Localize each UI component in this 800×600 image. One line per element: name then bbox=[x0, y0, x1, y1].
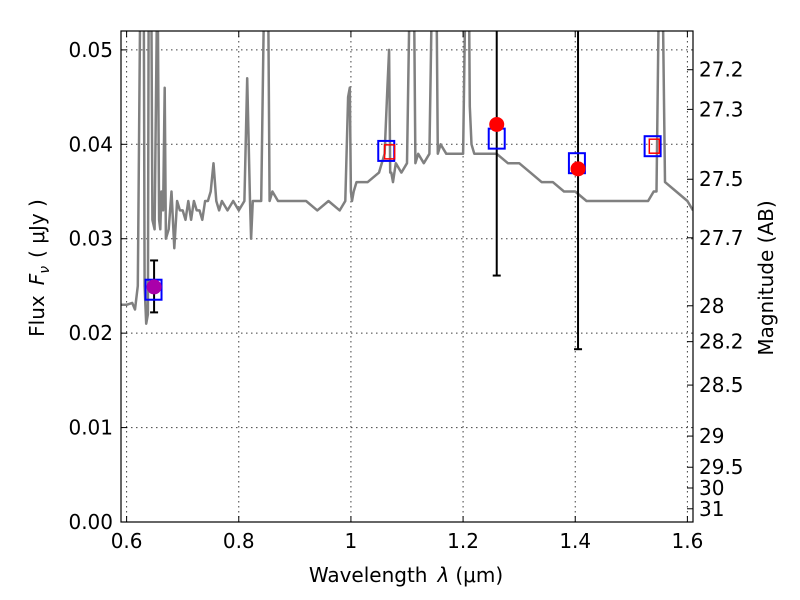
x-axis-label: Wavelength λ (μm) bbox=[309, 563, 503, 587]
synthetic-inner-marker bbox=[383, 144, 396, 160]
x-tick-label: 1.4 bbox=[559, 529, 591, 553]
model-sed-layer bbox=[121, 31, 693, 325]
model-sed-line bbox=[121, 31, 693, 325]
observed-photometry-point bbox=[146, 279, 162, 295]
y-tick-label: 0.04 bbox=[68, 132, 113, 156]
x-tick-label: 1.2 bbox=[447, 529, 479, 553]
y-tick-label: 0.03 bbox=[68, 227, 113, 251]
y2-tick-label: 29 bbox=[699, 424, 724, 448]
y-axis-ticks: 0.00 0.01 0.02 0.03 0.04 0.05 bbox=[68, 38, 127, 534]
plot-frame bbox=[120, 30, 694, 523]
y2-tick-label: 27.5 bbox=[699, 167, 744, 191]
y2-tick-label: 30 bbox=[699, 476, 724, 500]
y-axis-label: FluxFν( μJy ) bbox=[25, 199, 53, 337]
y-tick-label: 0.02 bbox=[68, 321, 113, 345]
markers-layer bbox=[144, 116, 662, 301]
x-tick-label: 0.6 bbox=[111, 529, 143, 553]
synthetic-inner-marker bbox=[648, 138, 661, 154]
y2-tick-label: 29.5 bbox=[699, 455, 744, 479]
x-axis-ticks: 0.6 0.8 1 1.2 1.4 1.6 bbox=[111, 31, 703, 553]
y-tick-label: 0.01 bbox=[68, 416, 113, 440]
synthetic-photometry-box bbox=[643, 135, 662, 158]
y-tick-label: 0.00 bbox=[68, 510, 113, 534]
x-tick-label: 0.8 bbox=[223, 529, 255, 553]
x-tick-label: 1.6 bbox=[671, 529, 703, 553]
y2-axis-label: Magnitude (AB) bbox=[754, 200, 778, 355]
y2-tick-label: 27.7 bbox=[699, 226, 744, 250]
y2-tick-label: 28 bbox=[699, 294, 724, 318]
observed-photometry-point bbox=[570, 161, 586, 177]
y2-tick-label: 27.3 bbox=[699, 97, 744, 121]
x-tick-label: 1 bbox=[345, 529, 358, 553]
y-tick-label: 0.05 bbox=[68, 38, 113, 62]
y2-tick-label: 28.2 bbox=[699, 330, 744, 354]
observed-photometry-point bbox=[489, 116, 505, 132]
y2-tick-label: 28.5 bbox=[699, 373, 744, 397]
y2-tick-label: 31 bbox=[699, 497, 724, 521]
y2-tick-label: 27.2 bbox=[699, 58, 744, 82]
